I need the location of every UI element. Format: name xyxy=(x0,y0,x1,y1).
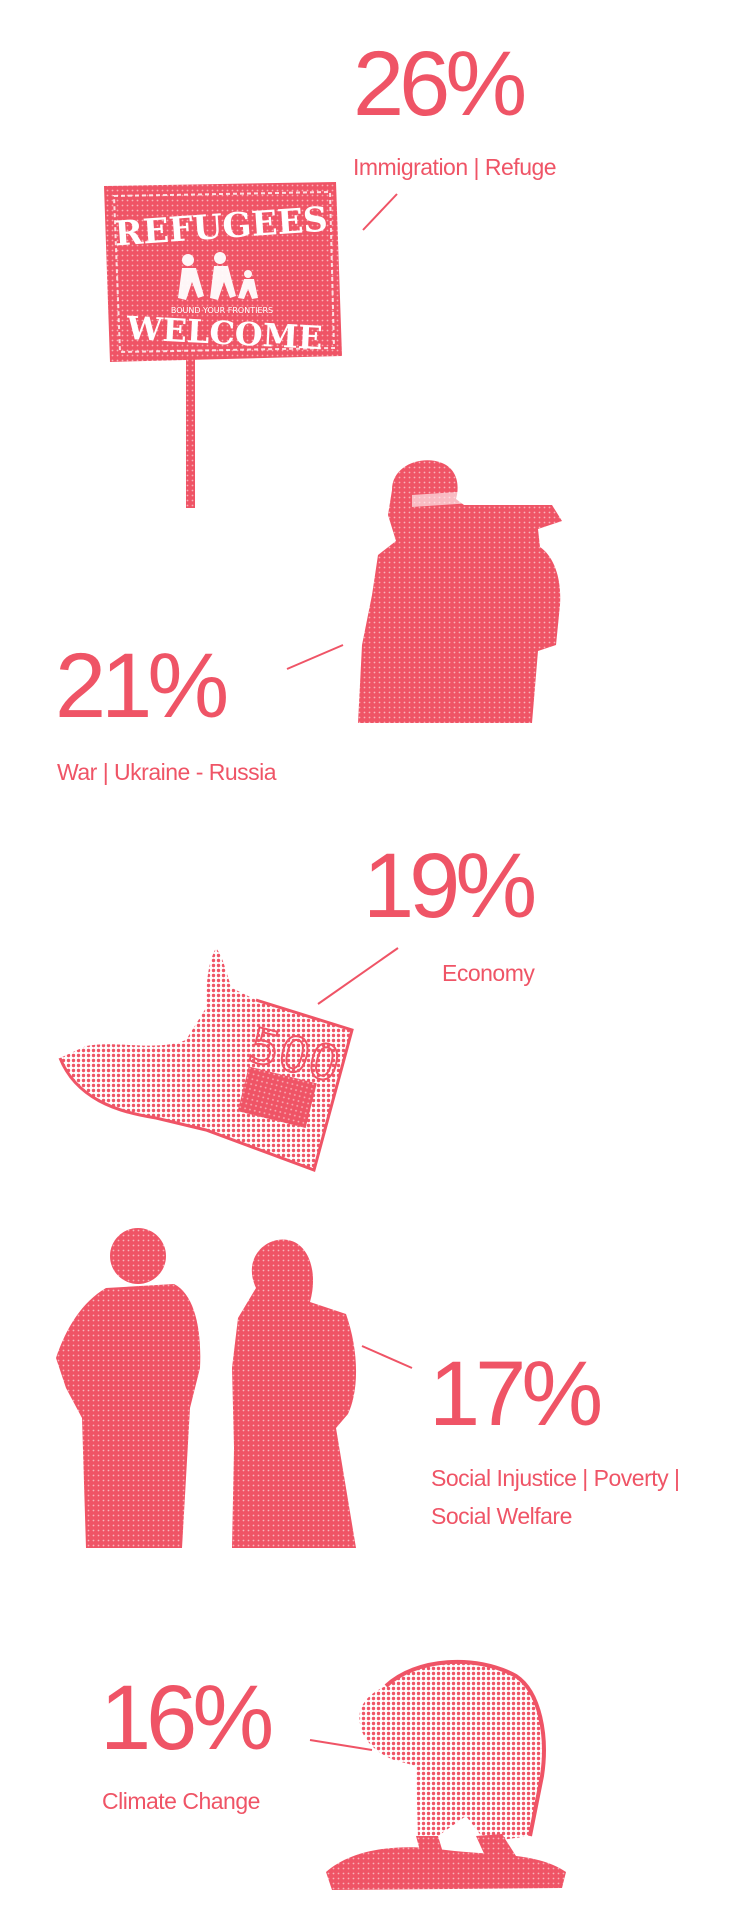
stat-percent: 16% xyxy=(100,1667,274,1769)
two-people-backs-turned-icon xyxy=(56,1228,357,1548)
stat-label-line: Social Injustice | Poverty | xyxy=(431,1465,680,1491)
refugees-welcome-sign-icon: REFUGEES BOUND YOUR FRONTIERS WELCOME xyxy=(104,182,342,508)
stat-label: Economy xyxy=(442,960,535,986)
connector-line xyxy=(362,193,398,231)
stat-label: War | Ukraine - Russia xyxy=(57,759,277,785)
connector-line xyxy=(286,644,344,670)
polar-bear-on-ice-icon xyxy=(326,1659,566,1890)
stat-label: Immigration | Refuge xyxy=(353,154,557,180)
stat-percent: 19% xyxy=(363,835,537,937)
stat-percent: 21% xyxy=(55,635,229,737)
connector-line xyxy=(361,1345,413,1369)
stat-label: Climate Change xyxy=(102,1788,260,1814)
stat-label: Social Injustice | Poverty | Social Welf… xyxy=(431,1459,680,1535)
sign-small-text: BOUND YOUR FRONTIERS xyxy=(171,306,273,315)
stat-label-line: Social Welfare xyxy=(431,1503,572,1529)
stat-percent: 26% xyxy=(353,33,527,135)
connector-line xyxy=(317,947,399,1005)
stat-percent: 17% xyxy=(429,1343,603,1445)
500-euro-banknote-icon: 500 xyxy=(58,948,354,1172)
soldier-with-launcher-icon xyxy=(358,460,562,723)
connector-line xyxy=(309,1739,373,1751)
